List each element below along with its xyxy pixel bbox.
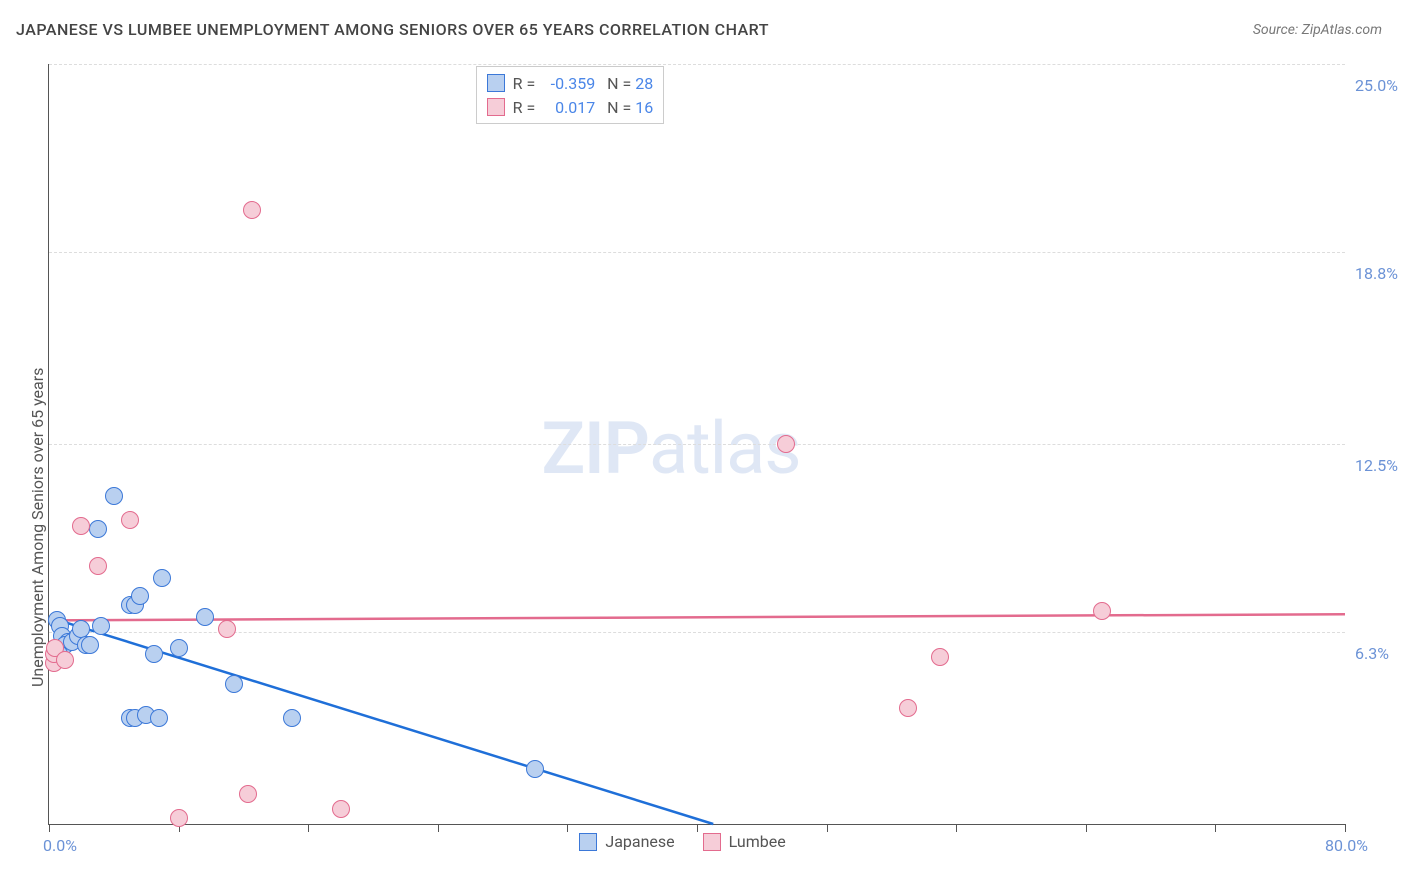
gridline	[49, 64, 1345, 65]
data-point	[150, 709, 168, 727]
source-label: Source: ZipAtlas.com	[1253, 22, 1382, 38]
series-legend-label: Lumbee	[729, 832, 786, 851]
x-tick	[827, 824, 828, 832]
x-tick	[567, 824, 568, 832]
data-point	[332, 800, 350, 818]
y-axis-label: Unemployment Among Seniors over 65 years	[28, 368, 47, 687]
x-tick	[1086, 824, 1087, 832]
correlation-legend: R = -0.359 N = 28 R = 0.017 N = 16	[476, 66, 665, 124]
series-legend-item: Lumbee	[703, 832, 786, 851]
gridline	[49, 632, 1345, 633]
watermark: ZIPatlas	[541, 406, 800, 491]
scatter-plot: ZIPatlas 6.3%12.5%18.8%25.0%0.0%80.0%	[48, 64, 1345, 825]
legend-row: R = -0.359 N = 28	[487, 71, 654, 95]
x-tick-label-min: 0.0%	[43, 836, 77, 855]
gridline	[49, 252, 1345, 253]
legend-swatch	[579, 833, 597, 851]
data-point	[121, 511, 139, 529]
data-point	[239, 785, 257, 803]
data-point	[153, 569, 171, 587]
data-point	[81, 636, 99, 654]
y-tick-label: 18.8%	[1355, 264, 1398, 283]
data-point	[225, 675, 243, 693]
legend-swatch	[703, 833, 721, 851]
legend-row: R = 0.017 N = 16	[487, 95, 654, 119]
y-tick-label: 12.5%	[1355, 456, 1398, 475]
data-point	[170, 639, 188, 657]
data-point	[89, 520, 107, 538]
data-point	[72, 517, 90, 535]
series-legend-item: Japanese	[579, 832, 674, 851]
data-point	[777, 435, 795, 453]
x-tick	[438, 824, 439, 832]
data-point	[283, 709, 301, 727]
legend-stats: R = 0.017 N = 16	[513, 98, 654, 117]
series-legend: Japanese Lumbee	[579, 832, 785, 851]
data-point	[196, 608, 214, 626]
data-point	[145, 645, 163, 663]
legend-stats: R = -0.359 N = 28	[513, 74, 654, 93]
watermark-bold: ZIP	[541, 406, 648, 491]
x-tick	[1215, 824, 1216, 832]
data-point	[218, 620, 236, 638]
gridline	[49, 444, 1345, 445]
data-point	[1093, 602, 1111, 620]
x-tick	[956, 824, 957, 832]
y-tick-label: 6.3%	[1355, 644, 1389, 663]
data-point	[243, 201, 261, 219]
chart-title: JAPANESE VS LUMBEE UNEMPLOYMENT AMONG SE…	[16, 20, 769, 39]
data-point	[56, 651, 74, 669]
legend-swatch	[487, 74, 505, 92]
data-point	[899, 699, 917, 717]
series-legend-label: Japanese	[605, 832, 674, 851]
data-point	[131, 587, 149, 605]
x-tick	[308, 824, 309, 832]
data-point	[89, 557, 107, 575]
trend-line	[49, 614, 1345, 620]
data-point	[170, 809, 188, 827]
x-tick	[1345, 824, 1346, 832]
x-tick	[49, 824, 50, 832]
x-tick-label-max: 80.0%	[1325, 836, 1368, 855]
data-point	[105, 487, 123, 505]
legend-swatch	[487, 98, 505, 116]
data-point	[526, 760, 544, 778]
data-point	[931, 648, 949, 666]
x-tick	[697, 824, 698, 832]
y-tick-label: 25.0%	[1355, 76, 1398, 95]
